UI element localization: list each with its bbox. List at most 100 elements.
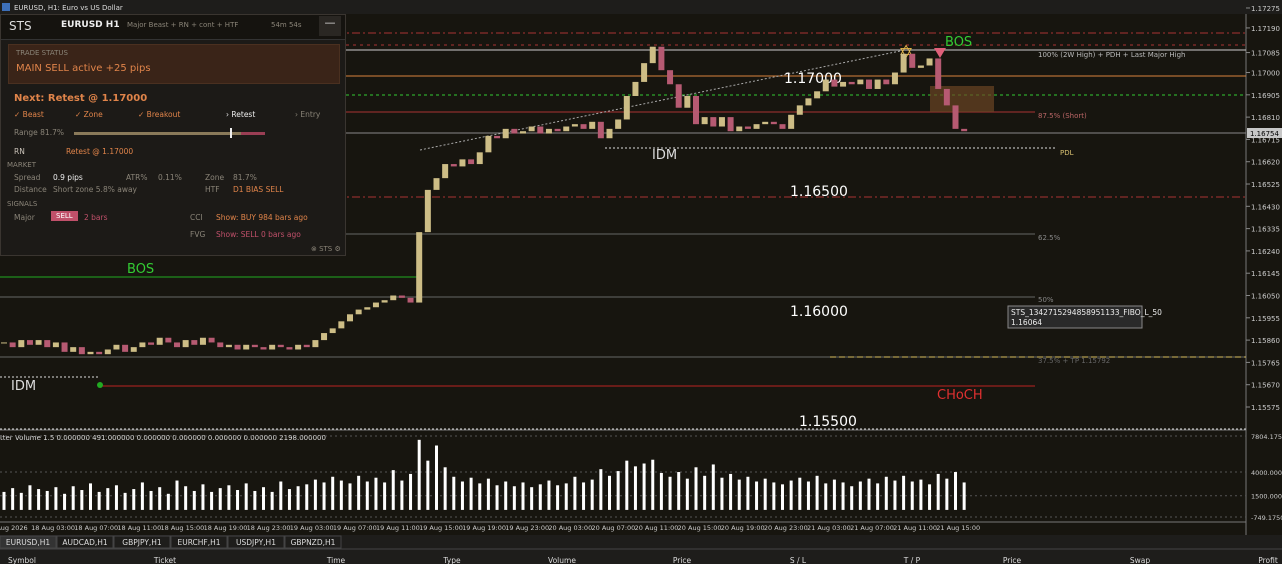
volume-bar — [850, 486, 854, 510]
candle-body — [303, 344, 310, 348]
tab-label[interactable]: GBPNZD,H1 — [291, 538, 336, 547]
volume-bar — [919, 479, 923, 510]
bos-label: BOS — [945, 35, 972, 50]
candle-body — [615, 119, 622, 129]
close-button[interactable]: — — [319, 16, 341, 36]
candle-body — [606, 128, 613, 139]
tab[interactable] — [170, 535, 228, 549]
status-box — [8, 44, 340, 84]
volume-bar — [11, 488, 15, 510]
volume-bar — [962, 482, 966, 510]
volume-bar — [236, 490, 240, 510]
volume-bar — [841, 482, 845, 510]
range-zone — [241, 132, 265, 135]
volume-bar — [910, 481, 914, 510]
tab[interactable] — [113, 535, 171, 549]
volume-bar — [313, 479, 317, 510]
candle-body — [468, 159, 475, 165]
candle-body — [277, 344, 284, 348]
column-header: Time — [326, 556, 346, 564]
volume-bar — [746, 476, 750, 510]
badge: SELL — [51, 211, 78, 221]
panel-header — [1, 15, 345, 40]
candle-body — [442, 164, 449, 179]
volume-bar — [616, 471, 620, 510]
tab-label[interactable]: EURCHF,H1 — [177, 538, 220, 547]
candle-body — [122, 344, 129, 352]
volume-bar — [893, 480, 897, 510]
indicator-title: tter Volume 1.5 0.000000 491.000000 0.00… — [0, 434, 326, 442]
candle-body — [87, 351, 94, 355]
volume-bar — [521, 482, 525, 510]
x-tick-label: 19 Aug 15:00 — [419, 524, 463, 532]
candle-body — [165, 337, 172, 343]
x-tick-label: 18 Aug 19:00 — [204, 524, 248, 532]
volume-bar — [365, 481, 369, 510]
y-tick-label: 1500.000000 — [1251, 493, 1282, 501]
candle-body — [701, 117, 708, 125]
volume-bar — [460, 481, 464, 510]
section-title: SIGNALS — [7, 200, 38, 208]
volume-bar — [737, 479, 741, 510]
volume-bar — [2, 491, 6, 510]
range-bar — [74, 132, 264, 135]
candle-body — [338, 321, 345, 329]
tab[interactable] — [0, 535, 57, 549]
volume-bar — [902, 475, 906, 510]
volume-bar — [279, 481, 283, 510]
value: 2 bars — [84, 213, 108, 222]
tab[interactable] — [227, 535, 285, 549]
candle-body — [727, 117, 734, 132]
volume-bar — [824, 483, 828, 510]
volume-bar — [755, 481, 759, 510]
pdl-label: PDL — [1060, 149, 1074, 157]
tab[interactable] — [56, 535, 114, 549]
volume-bar — [547, 480, 551, 510]
volume-bar — [71, 486, 75, 510]
candle-body — [641, 63, 648, 82]
candle-body — [70, 347, 77, 352]
volume-bar — [945, 478, 949, 510]
x-tick-label: 18 Aug 03:00 — [31, 524, 75, 532]
rn-label: RN — [14, 147, 25, 156]
x-tick-label: 18 Aug 23:00 — [247, 524, 291, 532]
candle-body — [329, 328, 336, 334]
volume-bar — [867, 478, 871, 510]
x-tick-label: 19 Aug 19:00 — [462, 524, 506, 532]
volume-bar — [132, 489, 136, 510]
candle-body — [874, 79, 881, 89]
volume-bar — [668, 476, 672, 510]
volume-bar — [815, 475, 819, 510]
candle-body — [243, 344, 250, 350]
volume-bar — [590, 479, 594, 510]
candle-body — [104, 349, 111, 355]
volume-bar — [625, 460, 629, 510]
candle-body — [502, 128, 509, 139]
candle-body — [390, 295, 397, 301]
volume-bar — [452, 476, 456, 510]
y-tick-label: -749.175000 — [1251, 514, 1282, 522]
candle-body — [485, 135, 492, 153]
step: › Entry — [295, 110, 321, 119]
volume-bar — [106, 488, 110, 510]
tabs: EURUSD,H1 AUDCAD,H1 GBPJPY,H1 EURCHF,H1 USDJ… — [0, 535, 342, 549]
candle-body — [935, 58, 942, 89]
volume-bar — [140, 482, 144, 510]
x-tick-label: 19 Aug 11:00 — [376, 524, 420, 532]
volume-bar — [599, 469, 603, 510]
volume-bar — [781, 484, 784, 510]
candle-body — [18, 340, 25, 348]
tab-label[interactable]: AUDCAD,H1 — [62, 538, 108, 547]
candle-body — [632, 81, 639, 96]
tab-label[interactable]: USDJPY,H1 — [236, 538, 276, 547]
window-icon — [2, 3, 10, 11]
volume-bar — [478, 483, 482, 510]
tab[interactable] — [284, 535, 342, 549]
last-price: 1.16754 — [1250, 130, 1279, 138]
tab-label[interactable]: GBPJPY,H1 — [122, 538, 162, 547]
volume-bar — [677, 472, 681, 510]
choch-label: CHoCH — [937, 388, 983, 403]
volume-bar — [486, 478, 490, 510]
tab-label[interactable]: EURUSD,H1 — [6, 538, 50, 547]
